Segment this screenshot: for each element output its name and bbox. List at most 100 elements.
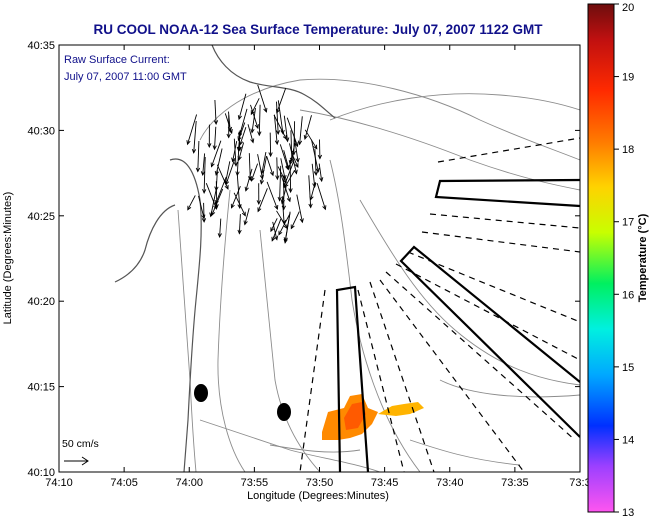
current-vector-head bbox=[214, 199, 219, 205]
y-tick-label: 40:10 bbox=[27, 467, 55, 479]
current-vector-head bbox=[286, 197, 291, 203]
coastline-nj bbox=[169, 158, 202, 472]
radial-line bbox=[379, 279, 525, 472]
current-vector-head bbox=[214, 170, 219, 176]
current-vector-head bbox=[285, 137, 290, 143]
current-vector bbox=[214, 126, 217, 150]
current-vector-head bbox=[278, 230, 283, 236]
current-vector bbox=[244, 208, 250, 225]
current-vector bbox=[238, 108, 248, 137]
current-vector-head bbox=[315, 167, 320, 173]
current-vector-head bbox=[313, 171, 319, 177]
current-vector bbox=[308, 175, 312, 208]
contour bbox=[199, 78, 580, 161]
radial-line bbox=[429, 213, 580, 229]
current-vector-head bbox=[243, 220, 248, 226]
contour bbox=[329, 93, 580, 121]
y-tick-label: 40:25 bbox=[27, 211, 55, 223]
current-vector bbox=[314, 148, 317, 176]
radial-line bbox=[437, 137, 580, 163]
current-vector bbox=[258, 104, 261, 136]
current-vector bbox=[231, 186, 241, 208]
current-vector-head bbox=[297, 140, 303, 146]
current-vector bbox=[271, 218, 282, 241]
current-vector bbox=[293, 134, 299, 163]
current-vector-head bbox=[273, 235, 279, 241]
radial-line bbox=[407, 251, 580, 323]
x-tick-label: 73:55 bbox=[241, 477, 269, 489]
x-axis: 74:10 74:05 74:00 73:55 73:50 73:45 73:40 73:35… bbox=[45, 45, 591, 489]
current-vector bbox=[202, 153, 206, 176]
current-vector-head bbox=[239, 140, 244, 146]
current-vector-head bbox=[213, 120, 219, 126]
x-tick-label: 74:05 bbox=[110, 477, 138, 489]
current-vector bbox=[219, 218, 222, 238]
current-vector bbox=[238, 142, 245, 161]
annotation-line2: July 07, 2007 11:00 GMT bbox=[64, 71, 187, 83]
current-vector-head bbox=[308, 203, 313, 209]
current-vector-head bbox=[231, 157, 236, 163]
contour bbox=[329, 159, 421, 472]
current-vector-head bbox=[233, 161, 238, 167]
y-tick-label: 40:20 bbox=[27, 296, 55, 308]
current-vector bbox=[290, 130, 293, 162]
beam-south bbox=[335, 285, 370, 472]
current-vector-head bbox=[237, 136, 242, 142]
current-vector-head bbox=[290, 224, 295, 230]
chart-title: RU COOL NOAA-12 Sea Surface Temperature:… bbox=[94, 22, 544, 37]
contour bbox=[199, 419, 381, 472]
current-vector-head bbox=[319, 177, 324, 183]
current-vector bbox=[216, 164, 229, 190]
current-vector bbox=[270, 218, 278, 232]
current-vector-head bbox=[309, 195, 314, 201]
current-vector-head bbox=[230, 203, 235, 209]
current-vector-head bbox=[250, 138, 255, 144]
current-vector bbox=[187, 195, 196, 210]
current-vector bbox=[299, 116, 303, 145]
radial-line bbox=[369, 281, 435, 472]
current-vector-head bbox=[288, 188, 293, 194]
current-vector bbox=[316, 183, 326, 210]
current-vector-head bbox=[270, 227, 275, 233]
contour bbox=[217, 189, 246, 472]
radial-lines bbox=[299, 137, 580, 472]
current-vector bbox=[266, 181, 278, 210]
radial-line bbox=[395, 263, 580, 361]
current-vector-head bbox=[280, 199, 285, 205]
current-vector bbox=[283, 115, 289, 142]
current-vector-head bbox=[210, 162, 215, 168]
current-vector bbox=[277, 166, 287, 184]
radial-line bbox=[299, 289, 326, 472]
y-tick-label: 40:35 bbox=[27, 40, 55, 52]
current-vector bbox=[276, 210, 288, 229]
current-vector bbox=[232, 141, 238, 162]
current-vector bbox=[304, 129, 318, 149]
current-vector bbox=[296, 194, 303, 223]
current-vector-head bbox=[271, 236, 276, 242]
y-axis: 40:35 40:30 40:25 40:20 40:15 40:10 bbox=[27, 40, 580, 479]
current-vector-head bbox=[226, 133, 231, 139]
current-vector-head bbox=[277, 196, 282, 202]
current-vector bbox=[236, 173, 241, 209]
current-vector-head bbox=[282, 178, 287, 184]
current-vector-head bbox=[207, 143, 212, 148]
colorbar-tick-label: 20 bbox=[622, 2, 634, 14]
current-vector-head bbox=[256, 200, 261, 205]
current-vector-head bbox=[257, 207, 262, 213]
current-vector-head bbox=[237, 229, 242, 235]
current-vector bbox=[238, 93, 247, 120]
x-tick-label: 73:45 bbox=[371, 477, 399, 489]
current-vector bbox=[250, 163, 259, 182]
current-vector bbox=[284, 212, 291, 242]
current-vector bbox=[276, 101, 279, 135]
contour bbox=[439, 379, 580, 398]
scale-arrow: 50 cm/s bbox=[62, 438, 99, 466]
colorbar-tick-label: 18 bbox=[622, 144, 634, 156]
current-vector bbox=[273, 114, 278, 145]
colorbar-tick-label: 14 bbox=[622, 434, 634, 446]
current-vector bbox=[273, 114, 287, 140]
current-vector-head bbox=[294, 163, 299, 169]
x-tick-label: 73:40 bbox=[436, 477, 464, 489]
x-tick-label: 73:50 bbox=[306, 477, 334, 489]
colorbar-ticks: 20 19 18 17 16 15 14 13 bbox=[614, 2, 634, 518]
